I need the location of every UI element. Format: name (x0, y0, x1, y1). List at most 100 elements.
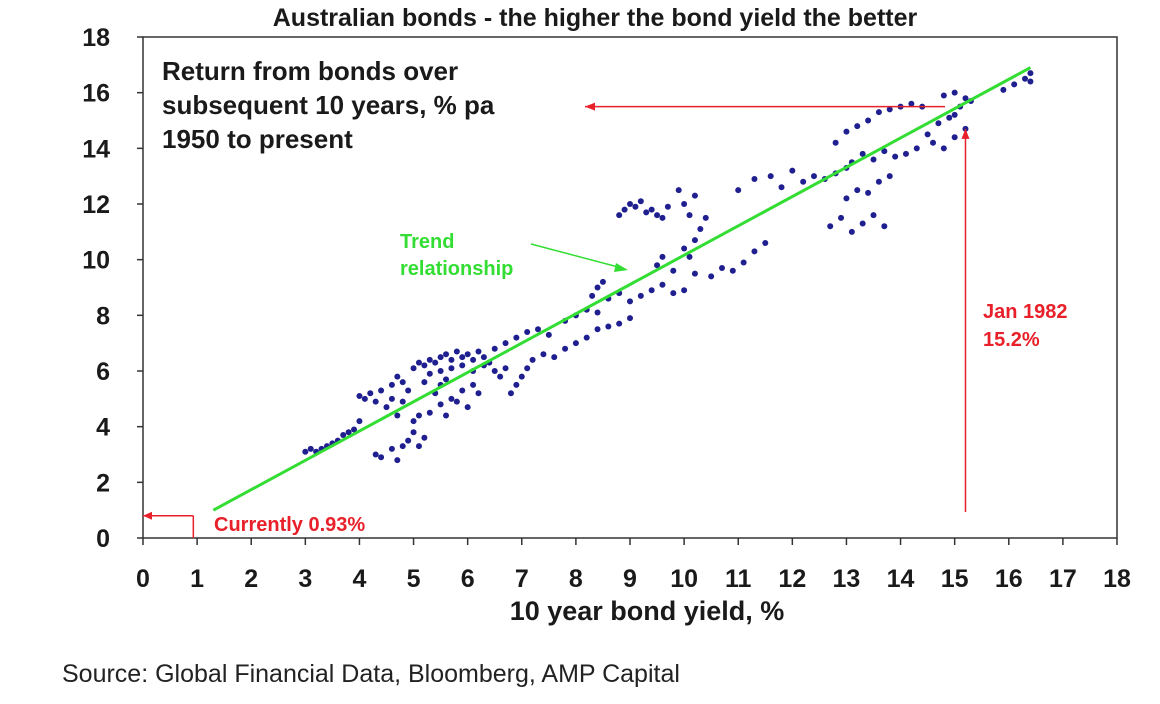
data-point (437, 354, 444, 361)
data-point (627, 298, 633, 305)
data-point (697, 226, 704, 233)
data-point (589, 292, 596, 299)
data-point (394, 373, 401, 380)
data-point (399, 379, 406, 386)
data-point (437, 368, 444, 374)
data-point (675, 187, 682, 194)
data-point (762, 239, 769, 246)
jan-1982-label: Jan 1982 (983, 301, 1068, 323)
data-point (421, 362, 428, 369)
data-point (551, 354, 558, 361)
y-tick-label: 0 (96, 525, 110, 553)
data-point (740, 259, 747, 266)
data-point (535, 326, 542, 333)
x-tick-label: 9 (623, 565, 637, 593)
data-point (859, 220, 866, 227)
annotation-box-line: subsequent 10 years, % pa (162, 90, 495, 120)
y-tick-label: 2 (96, 469, 110, 497)
scatter-points (302, 70, 1034, 464)
data-point (502, 340, 509, 347)
data-point (464, 404, 471, 411)
data-point (1027, 70, 1034, 77)
data-point (686, 253, 693, 260)
x-tick-label: 5 (407, 565, 421, 593)
data-point (643, 209, 650, 216)
data-point (924, 131, 931, 138)
data-point (378, 454, 385, 461)
data-point (524, 329, 531, 336)
data-point (778, 184, 785, 191)
data-point (843, 128, 850, 135)
data-point (415, 359, 422, 366)
arrow-head-left (585, 102, 595, 111)
data-point (962, 95, 969, 102)
trend-relationship-label: relationship (400, 258, 513, 280)
x-tick-label: 2 (244, 565, 258, 593)
data-point (702, 214, 709, 221)
data-point (448, 395, 455, 402)
data-point (627, 315, 633, 322)
x-tick-label: 17 (1049, 565, 1077, 593)
data-point (838, 214, 845, 221)
data-point (691, 192, 698, 199)
x-tick-label: 4 (352, 565, 366, 593)
trend-pointer-line (530, 243, 623, 269)
data-point (453, 398, 460, 405)
data-point (426, 356, 433, 363)
annotations: Return from bonds over subsequent 10 year… (143, 56, 1068, 538)
data-point (627, 201, 633, 207)
data-point (681, 201, 688, 207)
data-point (940, 145, 947, 152)
source-note: Source: Global Financial Data, Bloomberg… (62, 660, 680, 688)
x-tick-label: 13 (833, 565, 861, 593)
x-tick-label: 8 (569, 565, 583, 593)
data-point (545, 331, 552, 338)
data-point (475, 390, 482, 397)
data-point (529, 356, 536, 363)
data-point (875, 109, 882, 116)
data-point (491, 368, 498, 374)
data-point (594, 284, 601, 291)
annotation-box-line: 1950 to present (162, 124, 353, 154)
y-tick-label: 10 (82, 247, 110, 275)
data-point (388, 395, 395, 402)
x-tick-label: 18 (1103, 565, 1131, 593)
data-point (356, 418, 363, 425)
data-point (691, 270, 698, 277)
data-point (616, 212, 623, 219)
data-point (621, 206, 628, 213)
data-point (940, 92, 947, 99)
data-point (361, 395, 368, 402)
data-point (708, 273, 715, 280)
data-point (951, 89, 958, 96)
data-point (729, 267, 736, 274)
data-point (464, 351, 471, 358)
data-point (415, 443, 422, 450)
x-tick-label: 1 (190, 565, 204, 593)
data-point (892, 153, 899, 160)
trend-relationship-label: Trend (400, 231, 454, 253)
data-point (946, 114, 953, 121)
data-point (827, 223, 834, 230)
data-point (513, 334, 520, 341)
data-point (399, 398, 406, 405)
data-point (751, 175, 758, 182)
y-tick-label: 18 (82, 24, 110, 52)
data-point (654, 212, 661, 219)
data-point (410, 418, 417, 425)
data-point (470, 381, 477, 388)
data-point (410, 365, 417, 372)
data-point (881, 223, 888, 230)
data-point (502, 365, 509, 372)
data-point (307, 445, 314, 452)
data-point (686, 212, 693, 219)
data-point (810, 173, 817, 180)
data-point (421, 434, 428, 441)
data-point (507, 390, 514, 397)
current-yield-label: Currently 0.93% (214, 514, 365, 536)
data-point (1022, 75, 1029, 82)
y-tick-label: 6 (96, 358, 110, 386)
data-point (394, 412, 401, 419)
data-point (388, 381, 395, 388)
data-point (583, 334, 590, 341)
